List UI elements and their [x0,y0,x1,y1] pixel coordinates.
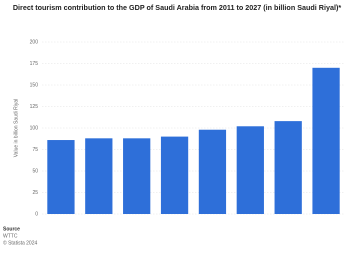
bar [47,140,75,214]
y-tick-label: 25 [32,190,38,196]
bar [312,67,340,214]
bar [85,138,113,214]
y-tick-label: 125 [30,104,39,110]
bar [160,136,189,214]
y-tick-label: 100 [30,125,39,131]
source-label: Source [3,226,20,232]
y-axis-label: Value in billion Saudi Riyal [13,99,19,158]
bar [198,129,227,214]
source: WTTC [3,233,18,239]
y-tick-label: 0 [35,211,38,217]
chart-title: Direct tourism contribution to the GDP o… [13,3,341,12]
y-tick-label: 50 [32,168,38,174]
copyright: © Statista 2024 [3,239,37,246]
bar [274,121,302,214]
y-tick-label: 75 [32,147,38,153]
bar [123,138,151,214]
y-tick-label: 150 [30,82,39,88]
y-tick-label: 175 [30,61,39,67]
bar [236,126,264,214]
y-tick-label: 200 [30,39,39,45]
